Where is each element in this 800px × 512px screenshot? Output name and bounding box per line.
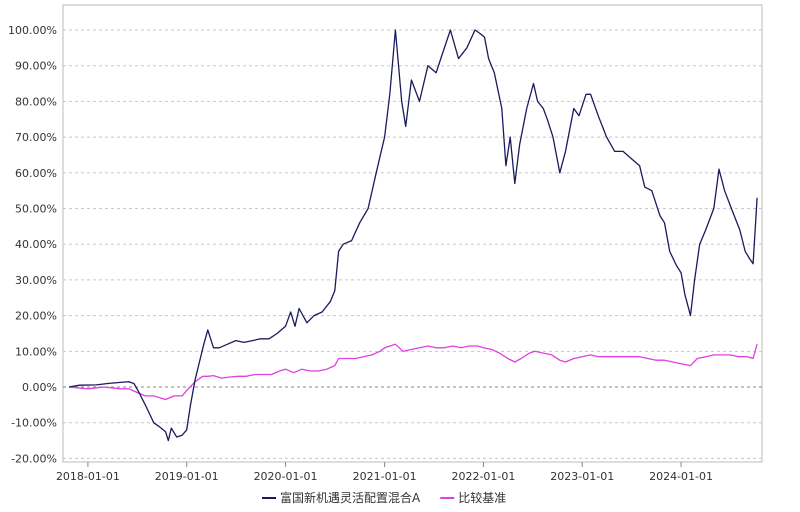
legend: 富国新机遇灵活配置混合A 比较基准	[262, 490, 506, 505]
y-tick-label: 40.00%	[15, 238, 57, 251]
y-tick-label: 20.00%	[15, 310, 57, 323]
y-tick-label: 80.00%	[15, 95, 57, 108]
x-tick-label: 2018-01-01	[56, 470, 120, 483]
legend-label-1: 比较基准	[458, 490, 506, 505]
y-tick-label: 10.00%	[15, 345, 57, 358]
y-tick-label: -10.00%	[11, 417, 57, 430]
x-tick-label: 2023-01-01	[550, 470, 614, 483]
y-tick-label: 100.00%	[8, 24, 57, 37]
y-tick-label: 90.00%	[15, 60, 57, 73]
x-tick-label: 2021-01-01	[353, 470, 417, 483]
series-line-1	[68, 343, 758, 401]
y-tick-label: 60.00%	[15, 167, 57, 180]
y-axis: -20.00% -10.00% 0.00% 10.00% 20.00% 30.00% 40.…	[8, 24, 57, 465]
x-axis: 2018-01-01 2019-01-01 2020-01-01 2021-01-01…	[56, 462, 713, 483]
x-tick-label: 2020-01-01	[254, 470, 318, 483]
y-tick-label: -20.00%	[11, 452, 57, 465]
series-lines	[68, 29, 758, 442]
y-tick-label: 70.00%	[15, 131, 57, 144]
x-tick-label: 2022-01-01	[451, 470, 515, 483]
legend-label-0: 富国新机遇灵活配置混合A	[280, 490, 421, 505]
series-line-0	[68, 29, 758, 442]
x-tick-label: 2019-01-01	[155, 470, 219, 483]
y-tick-label: 0.00%	[22, 381, 57, 394]
grid-lines	[63, 29, 762, 459]
y-tick-label: 30.00%	[15, 274, 57, 287]
x-tick-label: 2024-01-01	[649, 470, 713, 483]
plot-area	[62, 4, 763, 463]
y-tick-label: 50.00%	[15, 203, 57, 216]
